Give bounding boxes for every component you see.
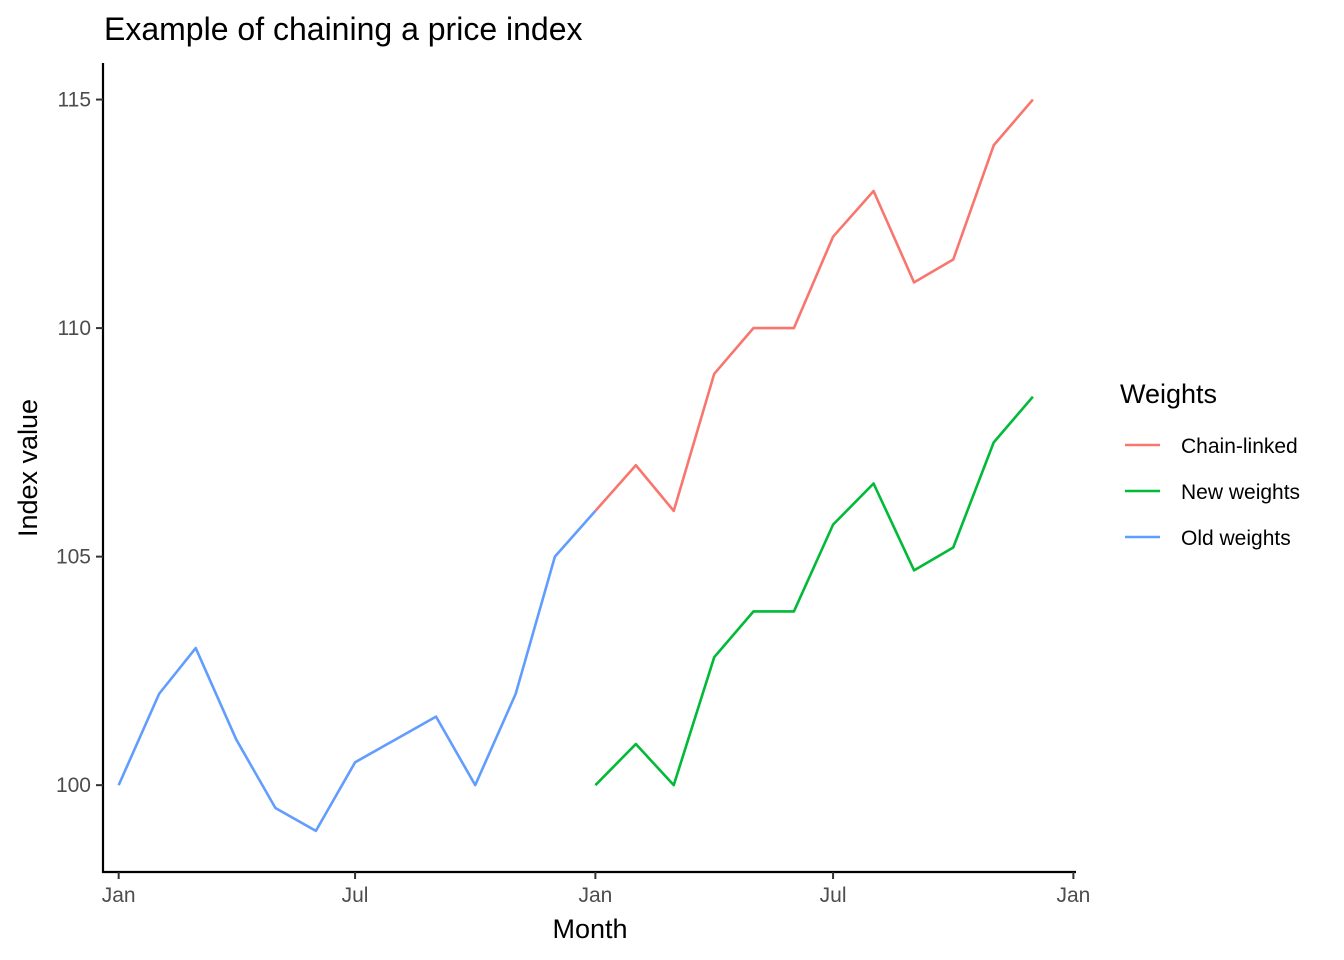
- x-tick-label: Jan: [578, 884, 612, 907]
- legend-label-new-weights: New weights: [1181, 481, 1300, 504]
- x-tick-label: Jan: [1056, 884, 1090, 907]
- legend-title: Weights: [1120, 379, 1217, 409]
- y-tick-label: 105: [56, 546, 91, 569]
- legend-label-chain-linked: Chain-linked: [1181, 435, 1298, 458]
- legend-label-old-weights: Old weights: [1181, 527, 1291, 550]
- y-axis-ticks: 100 105 110 115: [56, 89, 103, 797]
- y-axis-title: Index value: [13, 399, 43, 537]
- x-axis-ticks: Jan Jul Jan Jul Jan: [102, 872, 1090, 907]
- y-tick-label: 110: [58, 317, 91, 340]
- x-tick-label: Jan: [102, 884, 136, 907]
- x-tick-label: Jul: [342, 884, 369, 907]
- x-tick-label: Jul: [820, 884, 847, 907]
- series-line-chain-linked: [594, 98, 1034, 513]
- series-line-new-weights: [594, 395, 1034, 787]
- legend: Weights Chain-linked New weights Old weigh…: [1120, 379, 1300, 550]
- legend-items: Chain-linked New weights Old weights: [1125, 435, 1300, 550]
- series-line-old-weights: [117, 510, 597, 833]
- plot-series: [117, 98, 1034, 833]
- chart-title: Example of chaining a price index: [104, 11, 583, 47]
- x-axis-title: Month: [552, 914, 627, 944]
- y-tick-label: 115: [58, 89, 91, 112]
- y-tick-label: 100: [56, 774, 91, 797]
